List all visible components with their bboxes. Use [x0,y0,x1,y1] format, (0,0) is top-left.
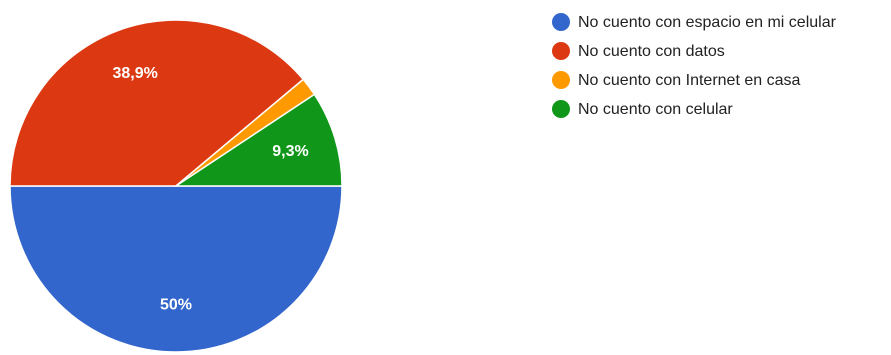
legend-swatch-celular [552,100,570,118]
legend-swatch-espacio [552,13,570,31]
legend-label-celular: No cuento con celular [578,101,733,118]
slice-label-espacio: 50% [160,297,192,314]
pie-slice-datos[interactable] [9,19,305,187]
legend: No cuento con espacio en mi celular No c… [552,12,891,128]
slice-label-datos: 38,9% [112,65,157,82]
legend-item-datos[interactable]: No cuento con datos [552,41,891,63]
legend-item-espacio[interactable]: No cuento con espacio en mi celular [552,12,891,34]
slice-label-celular: 9,3% [272,143,308,160]
legend-label-internet: No cuento con Internet en casa [578,72,801,89]
legend-swatch-datos [552,42,570,60]
pie-slice-celular[interactable] [173,93,343,187]
pie-chart: 50% 38,9% 9,3% [9,19,343,353]
legend-label-espacio: No cuento con espacio en mi celular [578,14,836,31]
pie-slice-espacio[interactable] [9,185,343,353]
legend-label-datos: No cuento con datos [578,43,725,60]
legend-item-internet[interactable]: No cuento con Internet en casa [552,70,891,92]
legend-item-celular[interactable]: No cuento con celular [552,99,891,121]
legend-swatch-internet [552,71,570,89]
